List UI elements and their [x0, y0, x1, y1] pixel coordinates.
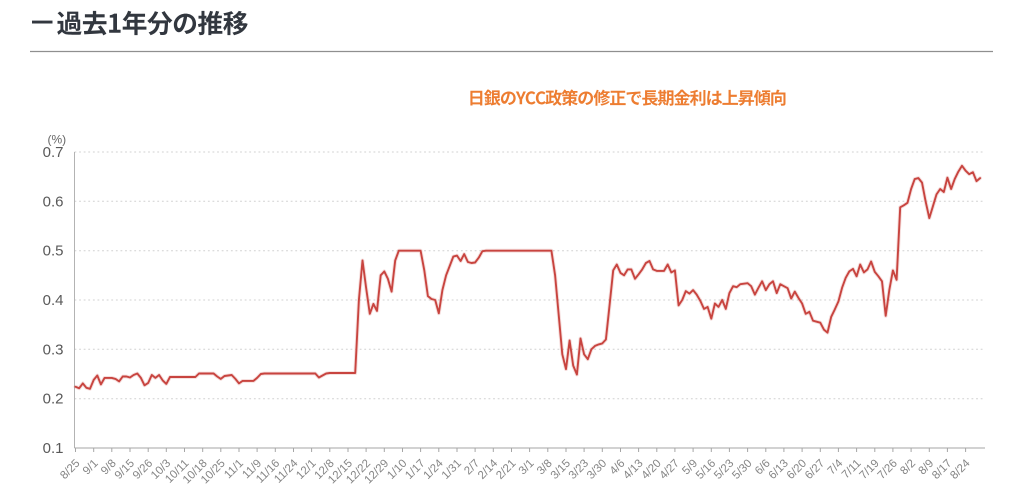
- svg-text:(%): (%): [48, 133, 67, 147]
- svg-text:0.1: 0.1: [43, 440, 64, 457]
- svg-text:0.7: 0.7: [43, 144, 64, 161]
- svg-text:0.5: 0.5: [43, 243, 64, 260]
- svg-text:0.3: 0.3: [43, 341, 64, 358]
- svg-text:0.4: 0.4: [43, 292, 64, 309]
- svg-text:0.2: 0.2: [43, 391, 64, 408]
- svg-text:0.6: 0.6: [43, 193, 64, 210]
